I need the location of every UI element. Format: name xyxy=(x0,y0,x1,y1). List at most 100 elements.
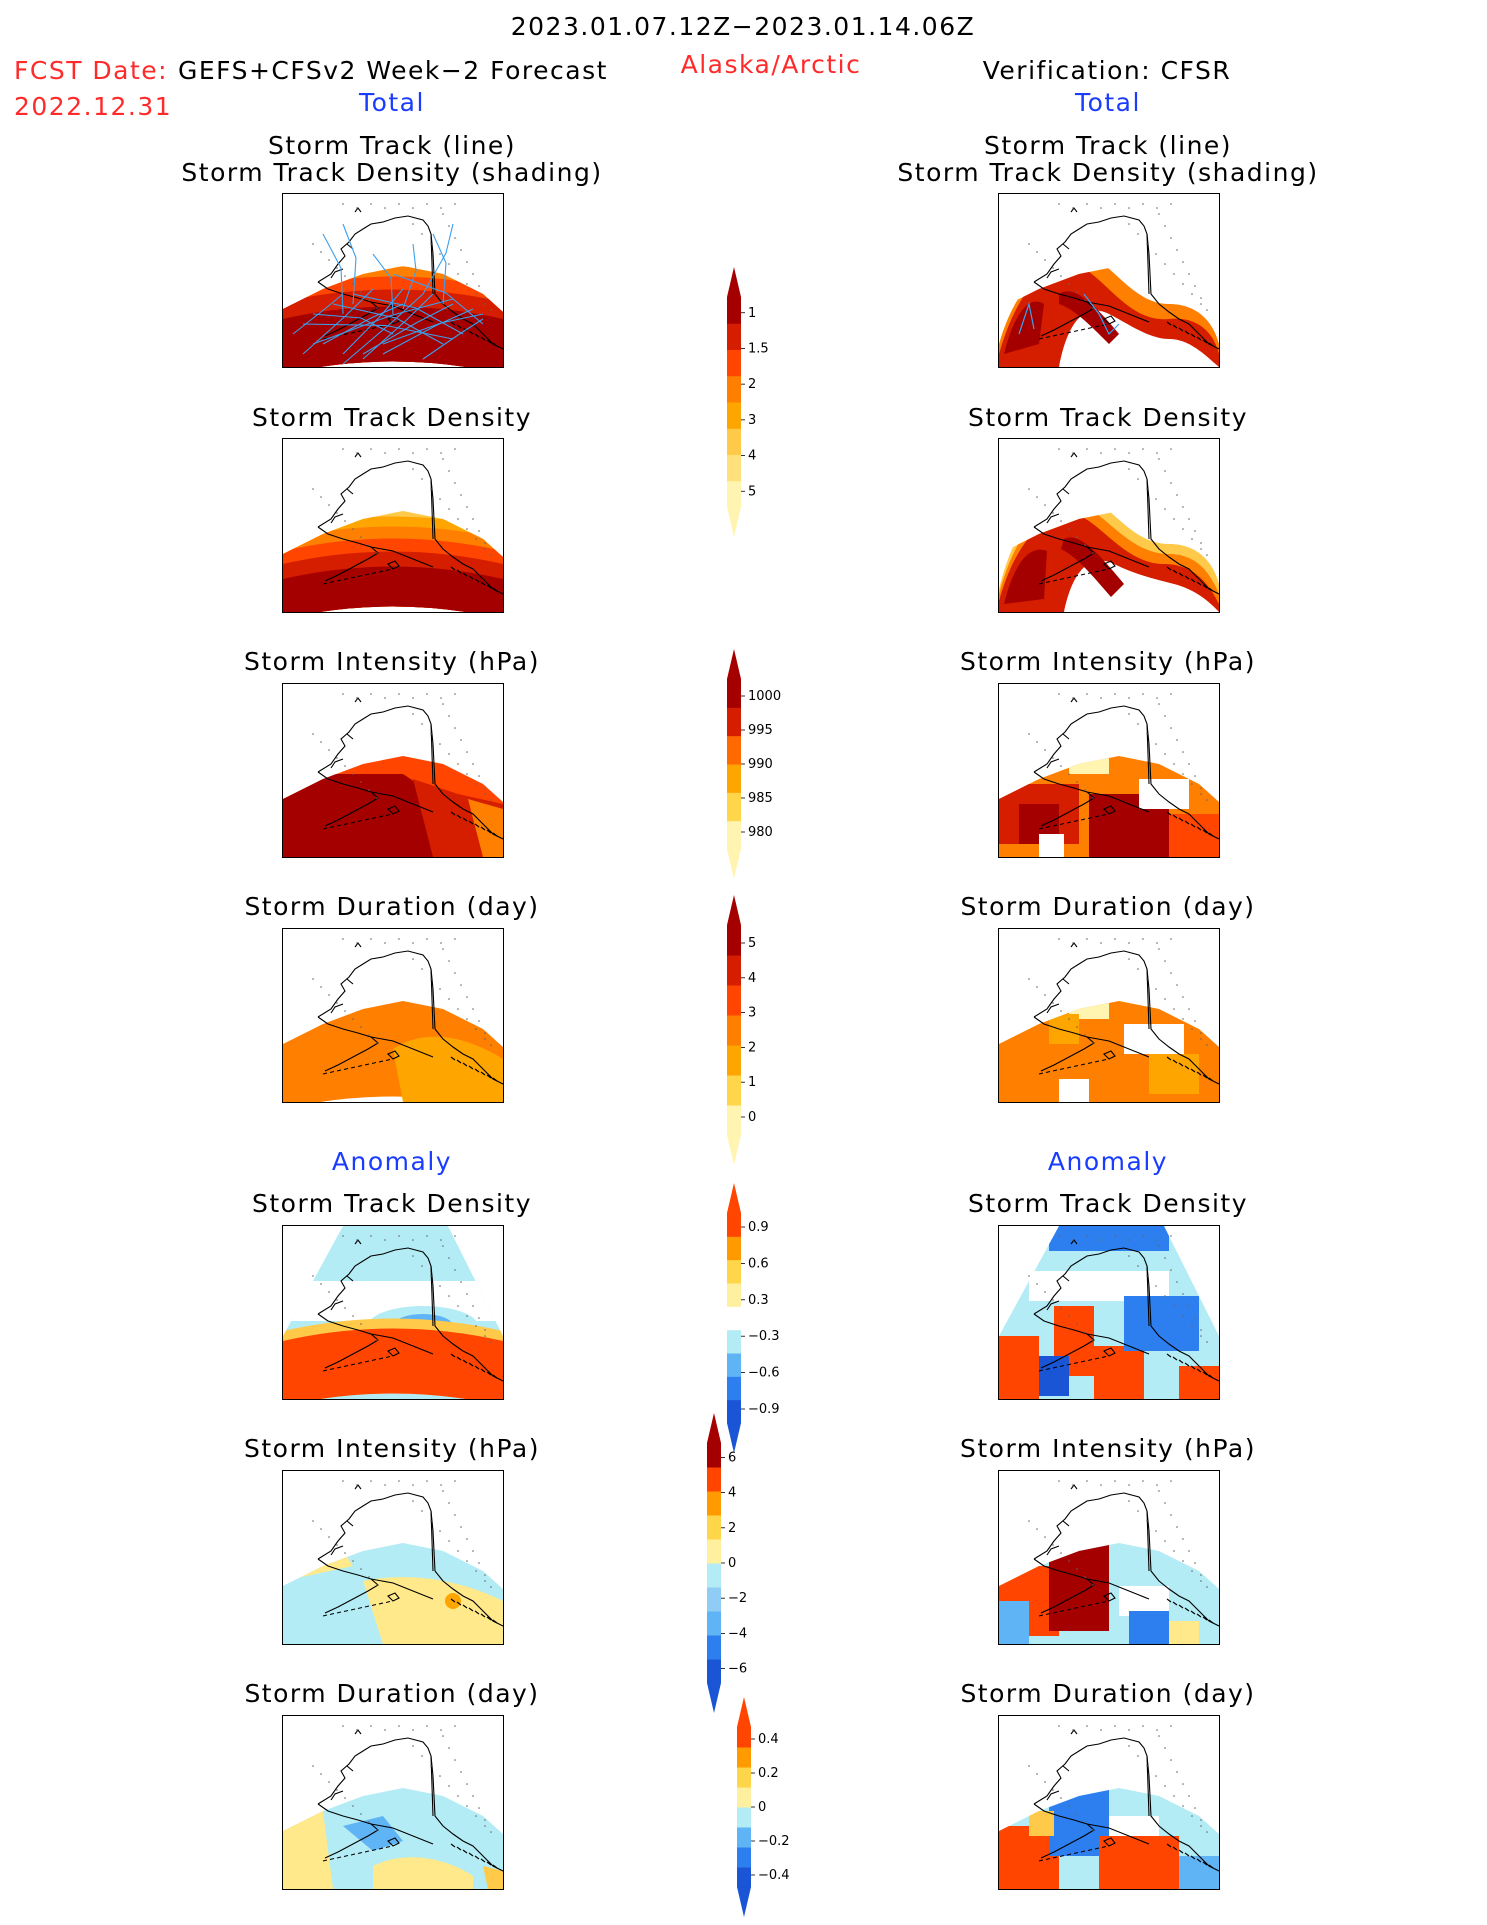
coastline xyxy=(1033,1239,1219,1382)
colorbar-arrow-down xyxy=(727,1135,741,1165)
left-intensity-title: Storm Intensity (hPa) xyxy=(244,647,540,676)
colorbar-intensity-anomaly: 6 4 2 0 −2 −4 −6 xyxy=(707,1413,747,1713)
colorbar-label: 1000 xyxy=(748,689,781,704)
colorbar-label: 0.3 xyxy=(748,1293,769,1308)
map-right-intensity xyxy=(998,683,1220,858)
coastline xyxy=(317,697,503,840)
colorbar-label: −0.3 xyxy=(748,1329,780,1344)
left-track-title: Storm Track (line) Storm Track Density (s… xyxy=(181,131,603,187)
colorbar-swatches xyxy=(707,1413,721,1713)
map-right-track xyxy=(998,193,1220,368)
map-canvas xyxy=(999,1226,1219,1399)
verification-label: Verification: CFSR xyxy=(982,56,1232,85)
colorbar-arrow-up xyxy=(727,649,741,679)
colorbar-density: 1 1.5 2 3 4 5 xyxy=(727,267,769,537)
colorbar-swatch xyxy=(727,1236,741,1261)
map-right-intensity-anom xyxy=(998,1470,1220,1645)
coastline xyxy=(1033,452,1219,595)
map-right-density xyxy=(998,438,1220,613)
colorbar-duration: 5 4 3 2 1 0 xyxy=(727,895,756,1165)
colorbar-label: 0 xyxy=(748,1110,756,1125)
colorbar-swatch xyxy=(727,1045,741,1076)
graticule xyxy=(312,1235,492,1343)
colorbar-label: 995 xyxy=(748,723,773,738)
colorbar-label: 2 xyxy=(728,1521,736,1536)
map-left-duration-anom xyxy=(282,1715,504,1890)
map-right-density-anom xyxy=(998,1225,1220,1400)
left-duration-anom-title: Storm Duration (day) xyxy=(244,1679,540,1708)
colorbar-swatch xyxy=(727,1329,741,1354)
right-duration-title: Storm Duration (day) xyxy=(960,892,1256,921)
colorbar-label: 1 xyxy=(748,306,756,321)
colorbar-swatch xyxy=(727,1306,741,1331)
colorbar-swatch xyxy=(707,1563,721,1588)
colorbar-label: −0.4 xyxy=(758,1868,790,1883)
colorbar-swatch xyxy=(737,1747,751,1768)
colorbar-swatch xyxy=(727,428,741,455)
colorbar-label: 990 xyxy=(748,757,773,772)
coastline xyxy=(1033,942,1219,1085)
colorbar-swatches xyxy=(727,649,741,879)
colorbar-swatch xyxy=(737,1787,751,1808)
colorbar-swatch xyxy=(727,1399,741,1424)
colorbar-swatch xyxy=(727,1075,741,1106)
map-canvas xyxy=(999,448,1219,612)
colorbar-swatch xyxy=(727,454,741,482)
colorbar-swatch xyxy=(737,1867,751,1888)
colorbar-arrow-up xyxy=(707,1413,721,1443)
map-canvas xyxy=(999,1725,1219,1889)
left-anomaly-label: Anomaly xyxy=(331,1147,453,1176)
colorbar-swatch xyxy=(727,764,741,793)
colorbar-label: 3 xyxy=(748,1006,756,1021)
graticule xyxy=(1028,1235,1208,1343)
colorbar-swatch xyxy=(737,1847,751,1868)
graticule xyxy=(1028,203,1208,311)
colorbar-arrow-up xyxy=(737,1697,751,1727)
colorbar-arrow-up xyxy=(727,895,741,925)
right-density-anom-title: Storm Track Density xyxy=(967,1189,1249,1218)
left-intensity-anom-title: Storm Intensity (hPa) xyxy=(244,1434,540,1463)
graticule xyxy=(312,938,492,1046)
graticule xyxy=(312,1725,492,1833)
colorbar-swatch xyxy=(727,985,741,1016)
right-total-label: Total xyxy=(1075,88,1141,117)
colorbar-intensity: 1000 995 990 985 980 xyxy=(727,649,781,879)
colorbar-label: −6 xyxy=(728,1662,747,1677)
graticule xyxy=(1028,938,1208,1046)
colorbar-density-anomaly: 0.9 0.6 0.3 −0.3 −0.6 −0.9 xyxy=(727,1183,780,1453)
right-intensity-title: Storm Intensity (hPa) xyxy=(960,647,1256,676)
coastline xyxy=(1033,697,1219,840)
graticule xyxy=(1028,1480,1208,1588)
map-left-intensity-anom xyxy=(282,1470,504,1645)
colorbar-swatch xyxy=(727,1283,741,1307)
colorbar-swatch xyxy=(727,955,741,986)
colorbar-swatch xyxy=(737,1727,751,1748)
colorbar-swatch xyxy=(727,707,741,737)
colorbar-swatch xyxy=(707,1515,721,1540)
colorbar-label: 0.4 xyxy=(758,1732,779,1747)
colorbar-label: 2 xyxy=(748,1040,756,1055)
colorbar-arrow-up xyxy=(727,267,741,297)
colorbar-swatch xyxy=(707,1443,721,1468)
coastline xyxy=(317,1729,503,1872)
colorbar-swatch xyxy=(707,1539,721,1564)
graticule xyxy=(312,448,492,556)
graticule xyxy=(312,203,492,311)
map-canvas xyxy=(999,938,1219,1102)
colorbar-swatch xyxy=(707,1491,721,1516)
right-intensity-anom-title: Storm Intensity (hPa) xyxy=(960,1434,1256,1463)
colorbar-swatch xyxy=(707,1659,721,1684)
colorbar-label: 0.9 xyxy=(748,1220,769,1235)
coastline xyxy=(1033,1484,1219,1627)
map-left-duration xyxy=(282,928,504,1103)
map-canvas xyxy=(283,203,503,367)
colorbar-label: 0.2 xyxy=(758,1766,779,1781)
coastline xyxy=(1033,207,1219,350)
colorbar-label: 6 xyxy=(728,1450,736,1465)
right-density-title: Storm Track Density xyxy=(967,403,1249,432)
colorbar-label: 985 xyxy=(748,791,773,806)
region-label: Alaska/Arctic xyxy=(680,50,862,79)
colorbar-swatch xyxy=(727,402,741,429)
colorbar-label: −0.6 xyxy=(748,1366,780,1381)
graticule xyxy=(1028,448,1208,556)
